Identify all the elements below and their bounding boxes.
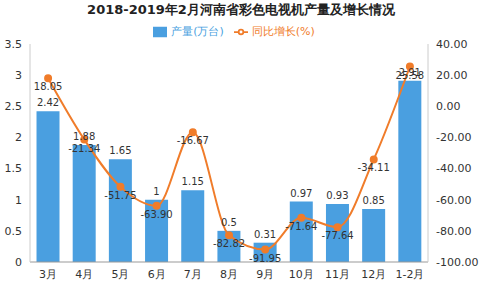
svg-text:-91.95: -91.95 [249,253,281,264]
svg-text:1.88: 1.88 [73,131,95,142]
svg-text:7月: 7月 [184,268,202,281]
svg-text:40.00: 40.00 [436,38,468,51]
svg-text:8月: 8月 [220,268,238,281]
svg-text:-51.75: -51.75 [104,190,136,201]
html-text:同比增长(%): 同比增长(%) [251,25,315,38]
svg-text:-40.00: -40.00 [436,162,471,175]
svg-text:0.31: 0.31 [254,229,276,240]
svg-text:5月: 5月 [111,268,129,281]
svg-text:-63.90: -63.90 [141,209,173,220]
svg-text:11月: 11月 [325,268,350,281]
svg-text:9月: 9月 [256,268,274,281]
svg-text:-71.64: -71.64 [285,221,317,232]
svg-text:2: 2 [15,131,22,144]
svg-text:0.5: 0.5 [8,225,22,238]
svg-text:1.65: 1.65 [109,145,131,156]
svg-text:2.42: 2.42 [37,97,59,108]
svg-text:-16.67: -16.67 [177,135,209,146]
svg-text:1.5: 1.5 [8,162,22,175]
svg-text:1.15: 1.15 [182,176,204,187]
svg-text:1: 1 [153,186,159,197]
svg-text:0: 0 [15,256,22,269]
svg-text:0.5: 0.5 [221,217,237,228]
svg-text:4月: 4月 [75,268,93,281]
svg-text:-20.00: -20.00 [436,131,471,144]
svg-text:3.5: 3.5 [8,38,22,51]
svg-text:0.93: 0.93 [326,190,348,201]
svg-text:18.05: 18.05 [34,81,63,92]
html-text:产量(万台): 产量(万台) [171,25,224,38]
svg-text:0.85: 0.85 [363,195,385,206]
svg-text:-34.11: -34.11 [358,162,390,173]
svg-text:12月: 12月 [361,268,386,281]
svg-text:3: 3 [15,69,22,82]
svg-text:6月: 6月 [148,268,166,281]
svg-text:25.58: 25.58 [396,70,425,81]
html-text:2018-2019年2月河南省彩色电视机产量及增长情况: 2018-2019年2月河南省彩色电视机产量及增长情况 [87,2,395,17]
svg-text:0.97: 0.97 [290,188,312,199]
svg-text:-80.00: -80.00 [436,225,471,238]
svg-text:10月: 10月 [289,268,314,281]
svg-text:0.00: 0.00 [436,100,461,113]
svg-text:-60.00: -60.00 [436,194,471,207]
svg-text:-21.34: -21.34 [68,143,100,154]
svg-text:1: 1 [15,194,22,207]
svg-text:-77.64: -77.64 [321,230,353,241]
svg-text:2.5: 2.5 [8,100,22,113]
svg-text:-100.00: -100.00 [436,256,474,269]
svg-text:1-2月: 1-2月 [395,268,424,281]
svg-text:-82.82: -82.82 [213,238,245,249]
svg-text:20.00: 20.00 [436,69,468,82]
svg-text:3月: 3月 [39,268,57,281]
